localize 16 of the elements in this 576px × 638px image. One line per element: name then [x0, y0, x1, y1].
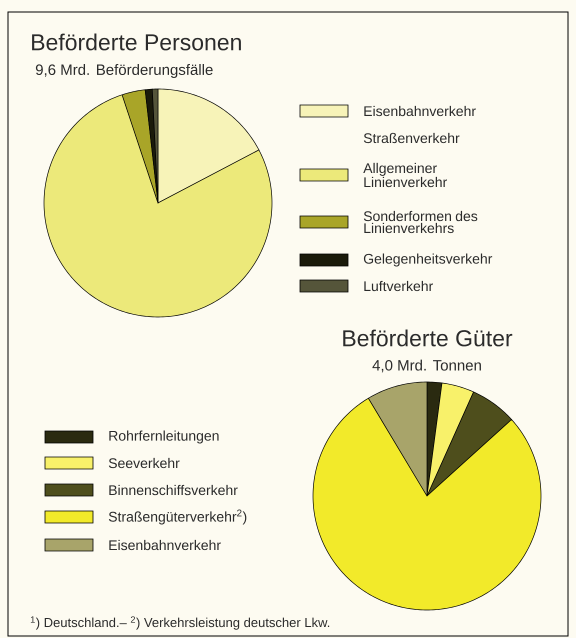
legend-label: Luftverkehr — [364, 280, 434, 292]
legend-label: Sonderformen des Linienverkehrs — [364, 210, 478, 234]
text: $^{1}$) Deutschland.– $^{2}$) Verkehrsleistung deutscher Lkw. — [30, 616, 330, 630]
legend-label: Seeverkehr — [108, 458, 180, 468]
chart-title: Beförderte Personen — [32, 34, 241, 50]
legend-label: Gelegenheitsverkehr — [364, 253, 492, 267]
legend-label: Binnenschiffsverkehr — [109, 484, 238, 496]
legend-label: Rohrfernleitungen — [109, 430, 219, 444]
chart-title: Beförderte Güter — [343, 330, 512, 346]
legend-label: Straßengüterverkehr$^{2}$) — [108, 510, 246, 524]
legend-label: Eisenbahnverkehr — [364, 106, 476, 116]
text: Straßenverkehr — [364, 132, 460, 144]
legend-label: Allgemeiner Linienverkehr — [363, 162, 448, 188]
chart-subtitle: 4,0 Mrd. Tonnen — [372, 360, 481, 372]
chart-subtitle: 9,6 Mrd. Beförderungsfälle — [36, 64, 213, 78]
legend-label: Eisenbahnverkehr — [109, 540, 221, 550]
